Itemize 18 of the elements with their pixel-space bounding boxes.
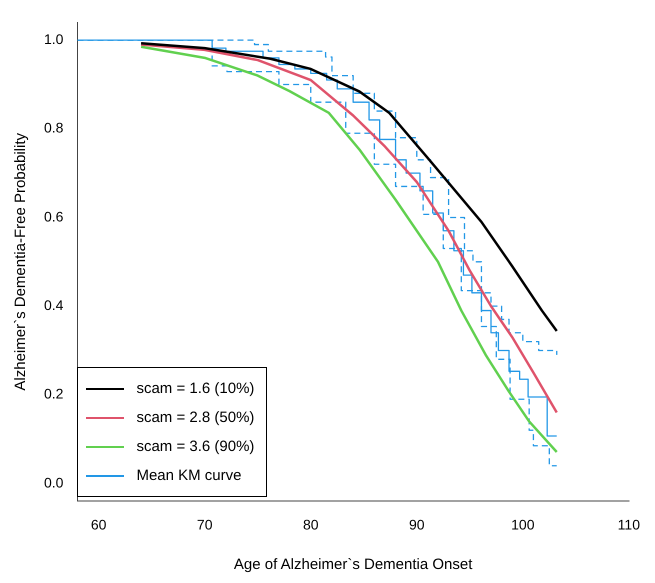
x-tick-label: 80 <box>302 516 319 532</box>
x-tick-label: 110 <box>618 516 640 532</box>
y-tick-label: 0.8 <box>44 120 64 136</box>
y-tick-label: 0.2 <box>44 386 64 402</box>
y-tick-label: 0.4 <box>44 296 64 313</box>
x-tick-label: 60 <box>90 516 107 532</box>
y-tick-label: 1.0 <box>44 30 64 47</box>
x-axis-title: Age of Alzheimer`s Dementia Onset <box>234 556 474 574</box>
y-tick-label: 0.6 <box>44 208 64 224</box>
y-tick-label: 0.0 <box>44 474 64 490</box>
legend-label: scam = 1.6 (10%) <box>136 380 254 398</box>
y-axis-title: Alzheimer`s Dementia-Free Probability <box>12 132 30 391</box>
x-tick-label: 90 <box>408 516 425 532</box>
x-tick-label: 100 <box>511 516 535 532</box>
x-tick-label: 70 <box>196 516 213 532</box>
legend-label: scam = 3.6 (90%) <box>136 438 254 456</box>
legend-label: scam = 2.8 (50%) <box>136 409 254 426</box>
legend-label: Mean KM curve <box>136 467 242 484</box>
